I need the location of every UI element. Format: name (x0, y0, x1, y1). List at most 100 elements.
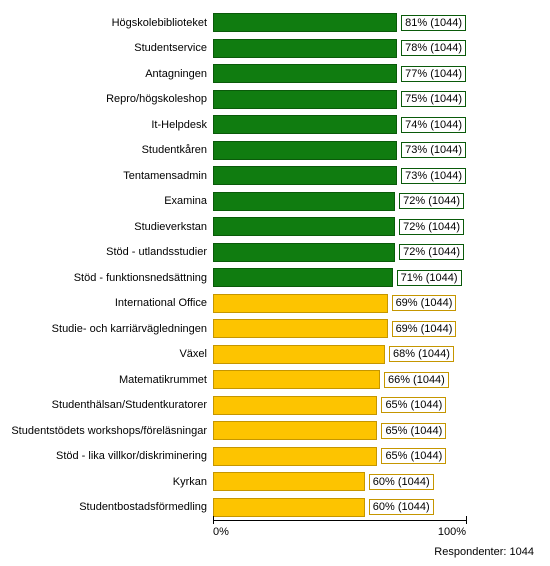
x-axis: 0% 100% (213, 520, 466, 542)
chart-row: Studentbostadsförmedling60% (1044) (8, 495, 542, 521)
bar (213, 141, 397, 160)
bar (213, 345, 385, 364)
chart-row: Högskolebiblioteket81% (1044) (8, 10, 542, 36)
axis-tick (213, 516, 214, 524)
bar-track: 74% (1044) (213, 112, 466, 138)
value-badge: 68% (1044) (389, 346, 454, 362)
bar-track: 72% (1044) (213, 240, 466, 266)
bar-track: 68% (1044) (213, 342, 466, 368)
bar (213, 166, 397, 185)
chart-row: Studentservice 78% (1044) (8, 36, 542, 62)
chart-row: Studieverkstan 72% (1044) (8, 214, 542, 240)
respondent-count: Respondenter: 1044 (8, 546, 542, 558)
bar (213, 64, 397, 83)
chart-row: Stöd - utlandsstudier 72% (1044) (8, 240, 542, 266)
value-badge: 71% (1044) (397, 270, 462, 286)
row-label: Examina (8, 195, 213, 207)
bar-track: 66% (1044) (213, 367, 466, 393)
bar (213, 396, 377, 415)
bar-track: 78% (1044) (213, 36, 466, 62)
value-badge: 78% (1044) (401, 40, 466, 56)
value-badge: 65% (1044) (381, 397, 446, 413)
bar (213, 115, 397, 134)
value-badge: 60% (1044) (369, 474, 434, 490)
bar (213, 319, 388, 338)
chart-row: Studenthälsan/Studentkuratorer 65% (1044) (8, 393, 542, 419)
bar-track: 69% (1044) (213, 316, 466, 342)
bar-track: 71% (1044) (213, 265, 466, 291)
value-badge: 74% (1044) (401, 117, 466, 133)
chart-row: Examina 72% (1044) (8, 189, 542, 215)
axis-tick-label: 100% (438, 526, 466, 538)
respondent-label: Respondenter (434, 546, 503, 558)
chart-row: Kyrkan 60% (1044) (8, 469, 542, 495)
chart-row: Repro/högskoleshop 75% (1044) (8, 87, 542, 113)
bar (213, 217, 395, 236)
row-label: Studentservice (8, 42, 213, 54)
row-label: Högskolebiblioteket (8, 17, 213, 29)
bar (213, 243, 395, 262)
row-label: Studentstödets workshops/föreläsningar (8, 425, 213, 437)
value-badge: 69% (1044) (392, 295, 457, 311)
axis-tick-label: 0% (213, 526, 229, 538)
row-label: Studie- och karriärvägledningen (8, 323, 213, 335)
row-label: Kyrkan (8, 476, 213, 488)
value-badge: 72% (1044) (399, 193, 464, 209)
bar-track: 65% (1044) (213, 444, 466, 470)
bar-track: 65% (1044) (213, 393, 466, 419)
axis-line (213, 520, 466, 521)
row-label: Växel (8, 348, 213, 360)
row-label: Studenthälsan/Studentkuratorer (8, 399, 213, 411)
bar-track: 73% (1044) (213, 163, 466, 189)
bar-track: 75% (1044) (213, 87, 466, 113)
row-label: Repro/högskoleshop (8, 93, 213, 105)
bar-track: 72% (1044) (213, 214, 466, 240)
chart-row: Studentkåren73% (1044) (8, 138, 542, 164)
bar (213, 421, 377, 440)
bar-track: 81% (1044) (213, 10, 466, 36)
value-badge: 69% (1044) (392, 321, 457, 337)
value-badge: 72% (1044) (399, 244, 464, 260)
bar-track: 60% (1044) (213, 495, 466, 521)
bar (213, 472, 365, 491)
chart-row: Växel 68% (1044) (8, 342, 542, 368)
bar-track: 65% (1044) (213, 418, 466, 444)
bar (213, 294, 388, 313)
row-label: It-Helpdesk (8, 119, 213, 131)
bar (213, 268, 393, 287)
axis-tick (466, 516, 467, 524)
value-badge: 73% (1044) (401, 168, 466, 184)
value-badge: 65% (1044) (381, 423, 446, 439)
row-label: International Office (8, 297, 213, 309)
row-label: Tentamensadmin (8, 170, 213, 182)
chart-row: Antagningen 77% (1044) (8, 61, 542, 87)
value-badge: 66% (1044) (384, 372, 449, 388)
row-label: Stöd - funktionsnedsättning (8, 272, 213, 284)
value-badge: 60% (1044) (369, 499, 434, 515)
value-badge: 77% (1044) (401, 66, 466, 82)
chart-row: Stöd - funktionsnedsättning 71% (1044) (8, 265, 542, 291)
bar (213, 13, 397, 32)
chart-row: Matematikrummet 66% (1044) (8, 367, 542, 393)
row-label: Studieverkstan (8, 221, 213, 233)
value-badge: 73% (1044) (401, 142, 466, 158)
chart-row: Stöd - lika villkor/diskriminering 65% (1… (8, 444, 542, 470)
row-label: Stöd - lika villkor/diskriminering (8, 450, 213, 462)
value-badge: 65% (1044) (381, 448, 446, 464)
respondent-value: 1044 (510, 546, 534, 558)
chart-row: Studie- och karriärvägledningen 69% (1044… (8, 316, 542, 342)
chart-row: Tentamensadmin 73% (1044) (8, 163, 542, 189)
bar (213, 39, 397, 58)
bar (213, 498, 365, 517)
bar-track: 73% (1044) (213, 138, 466, 164)
value-badge: 72% (1044) (399, 219, 464, 235)
bar-track: 69% (1044) (213, 291, 466, 317)
bar (213, 90, 397, 109)
bar (213, 370, 380, 389)
row-label: Matematikrummet (8, 374, 213, 386)
row-label: Antagningen (8, 68, 213, 80)
row-label: Stöd - utlandsstudier (8, 246, 213, 258)
chart-row: It-Helpdesk 74% (1044) (8, 112, 542, 138)
value-badge: 75% (1044) (401, 91, 466, 107)
bar-track: 77% (1044) (213, 61, 466, 87)
